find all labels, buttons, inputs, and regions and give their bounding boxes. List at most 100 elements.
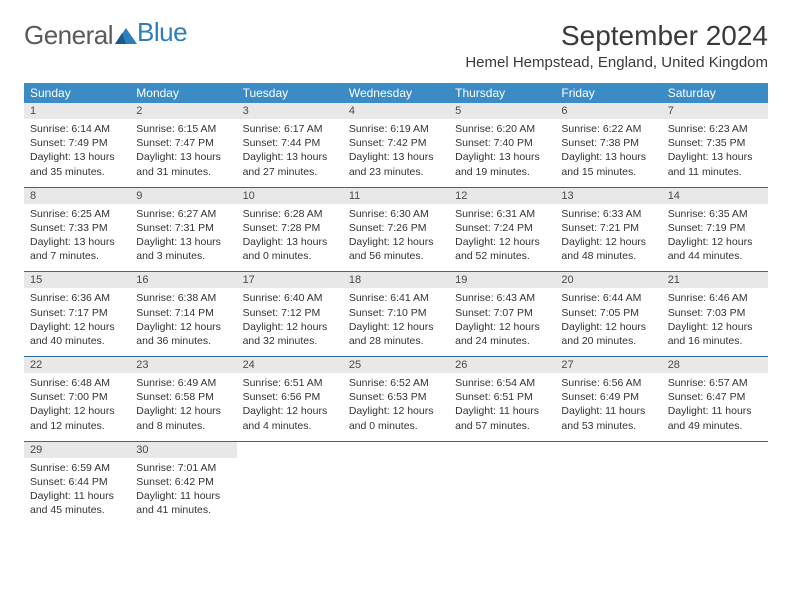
daylight-text-2: and 49 minutes. [668, 419, 762, 433]
day-cell: Sunrise: 6:20 AMSunset: 7:40 PMDaylight:… [449, 119, 555, 187]
sunset-text: Sunset: 7:26 PM [349, 221, 443, 235]
sunset-text: Sunset: 6:53 PM [349, 390, 443, 404]
day-number: 8 [24, 188, 130, 204]
sunrise-text: Sunrise: 6:54 AM [455, 376, 549, 390]
month-title: September 2024 [465, 20, 768, 52]
logo: General Blue [24, 20, 187, 51]
daylight-text-2: and 28 minutes. [349, 334, 443, 348]
day-number: 15 [24, 272, 130, 288]
day-cell: Sunrise: 6:49 AMSunset: 6:58 PMDaylight:… [130, 373, 236, 441]
daylight-text-2: and 56 minutes. [349, 249, 443, 263]
sunset-text: Sunset: 7:33 PM [30, 221, 124, 235]
day-number: 1 [24, 103, 130, 119]
sunrise-text: Sunrise: 7:01 AM [136, 461, 230, 475]
daylight-text: Daylight: 12 hours [349, 235, 443, 249]
empty-cell [343, 442, 449, 458]
daylight-text: Daylight: 12 hours [455, 320, 549, 334]
daylight-text: Daylight: 13 hours [136, 235, 230, 249]
day-number: 24 [237, 357, 343, 373]
daylight-text-2: and 23 minutes. [349, 165, 443, 179]
daylight-text-2: and 48 minutes. [561, 249, 655, 263]
day-number: 6 [555, 103, 661, 119]
sunrise-text: Sunrise: 6:30 AM [349, 207, 443, 221]
empty-cell [449, 458, 555, 526]
daylight-text: Daylight: 13 hours [30, 235, 124, 249]
daylight-text-2: and 8 minutes. [136, 419, 230, 433]
sunrise-text: Sunrise: 6:56 AM [561, 376, 655, 390]
day-cell: Sunrise: 6:25 AMSunset: 7:33 PMDaylight:… [24, 204, 130, 272]
daylight-text: Daylight: 13 hours [349, 150, 443, 164]
daylight-text: Daylight: 13 hours [668, 150, 762, 164]
day-number-row: 2930 [24, 442, 768, 458]
day-cell: Sunrise: 6:15 AMSunset: 7:47 PMDaylight:… [130, 119, 236, 187]
sunrise-text: Sunrise: 6:46 AM [668, 291, 762, 305]
logo-text-blue: Blue [137, 17, 187, 48]
day-cell: Sunrise: 7:01 AMSunset: 6:42 PMDaylight:… [130, 458, 236, 526]
day-number: 29 [24, 442, 130, 458]
daylight-text: Daylight: 11 hours [136, 489, 230, 503]
daylight-text-2: and 16 minutes. [668, 334, 762, 348]
day-cell: Sunrise: 6:38 AMSunset: 7:14 PMDaylight:… [130, 288, 236, 356]
empty-cell [449, 442, 555, 458]
day-cell: Sunrise: 6:27 AMSunset: 7:31 PMDaylight:… [130, 204, 236, 272]
sunset-text: Sunset: 7:35 PM [668, 136, 762, 150]
day-cell: Sunrise: 6:33 AMSunset: 7:21 PMDaylight:… [555, 204, 661, 272]
daylight-text: Daylight: 12 hours [30, 404, 124, 418]
day-number: 23 [130, 357, 236, 373]
day-header-row: Sunday Monday Tuesday Wednesday Thursday… [24, 83, 768, 103]
day-cell: Sunrise: 6:57 AMSunset: 6:47 PMDaylight:… [662, 373, 768, 441]
logo-icon [115, 20, 137, 51]
daylight-text: Daylight: 11 hours [561, 404, 655, 418]
day-number: 9 [130, 188, 236, 204]
day-number: 4 [343, 103, 449, 119]
day-number-row: 15161718192021 [24, 272, 768, 288]
day-number: 30 [130, 442, 236, 458]
sunrise-text: Sunrise: 6:14 AM [30, 122, 124, 136]
day-number-row: 891011121314 [24, 188, 768, 204]
sunrise-text: Sunrise: 6:59 AM [30, 461, 124, 475]
sunset-text: Sunset: 6:49 PM [561, 390, 655, 404]
day-cell: Sunrise: 6:19 AMSunset: 7:42 PMDaylight:… [343, 119, 449, 187]
sunset-text: Sunset: 7:14 PM [136, 306, 230, 320]
sunset-text: Sunset: 7:42 PM [349, 136, 443, 150]
daylight-text: Daylight: 13 hours [243, 235, 337, 249]
day-header: Wednesday [343, 83, 449, 103]
daylight-text-2: and 15 minutes. [561, 165, 655, 179]
day-cell: Sunrise: 6:17 AMSunset: 7:44 PMDaylight:… [237, 119, 343, 187]
daylight-text-2: and 20 minutes. [561, 334, 655, 348]
daylight-text-2: and 44 minutes. [668, 249, 762, 263]
daylight-text-2: and 0 minutes. [243, 249, 337, 263]
daylight-text-2: and 19 minutes. [455, 165, 549, 179]
day-number: 21 [662, 272, 768, 288]
day-number: 18 [343, 272, 449, 288]
day-cell: Sunrise: 6:52 AMSunset: 6:53 PMDaylight:… [343, 373, 449, 441]
sunrise-text: Sunrise: 6:40 AM [243, 291, 337, 305]
daylight-text: Daylight: 12 hours [561, 235, 655, 249]
sunrise-text: Sunrise: 6:25 AM [30, 207, 124, 221]
daylight-text-2: and 35 minutes. [30, 165, 124, 179]
daylight-text: Daylight: 12 hours [668, 320, 762, 334]
page-header: General Blue September 2024 Hemel Hempst… [24, 20, 768, 71]
daylight-text-2: and 3 minutes. [136, 249, 230, 263]
day-cell: Sunrise: 6:22 AMSunset: 7:38 PMDaylight:… [555, 119, 661, 187]
sunset-text: Sunset: 7:49 PM [30, 136, 124, 150]
empty-cell [343, 458, 449, 526]
empty-cell [662, 458, 768, 526]
day-number: 7 [662, 103, 768, 119]
daylight-text-2: and 53 minutes. [561, 419, 655, 433]
sunrise-text: Sunrise: 6:57 AM [668, 376, 762, 390]
empty-cell [662, 442, 768, 458]
sunrise-text: Sunrise: 6:35 AM [668, 207, 762, 221]
daylight-text: Daylight: 12 hours [136, 404, 230, 418]
empty-cell [237, 442, 343, 458]
daylight-text: Daylight: 13 hours [455, 150, 549, 164]
day-number: 14 [662, 188, 768, 204]
day-cell: Sunrise: 6:56 AMSunset: 6:49 PMDaylight:… [555, 373, 661, 441]
daylight-text-2: and 52 minutes. [455, 249, 549, 263]
sunset-text: Sunset: 6:51 PM [455, 390, 549, 404]
day-data-row: Sunrise: 6:48 AMSunset: 7:00 PMDaylight:… [24, 373, 768, 441]
day-number: 28 [662, 357, 768, 373]
daylight-text: Daylight: 12 hours [668, 235, 762, 249]
day-data-row: Sunrise: 6:14 AMSunset: 7:49 PM Daylight:… [24, 119, 768, 187]
sunset-text: Sunset: 6:47 PM [668, 390, 762, 404]
